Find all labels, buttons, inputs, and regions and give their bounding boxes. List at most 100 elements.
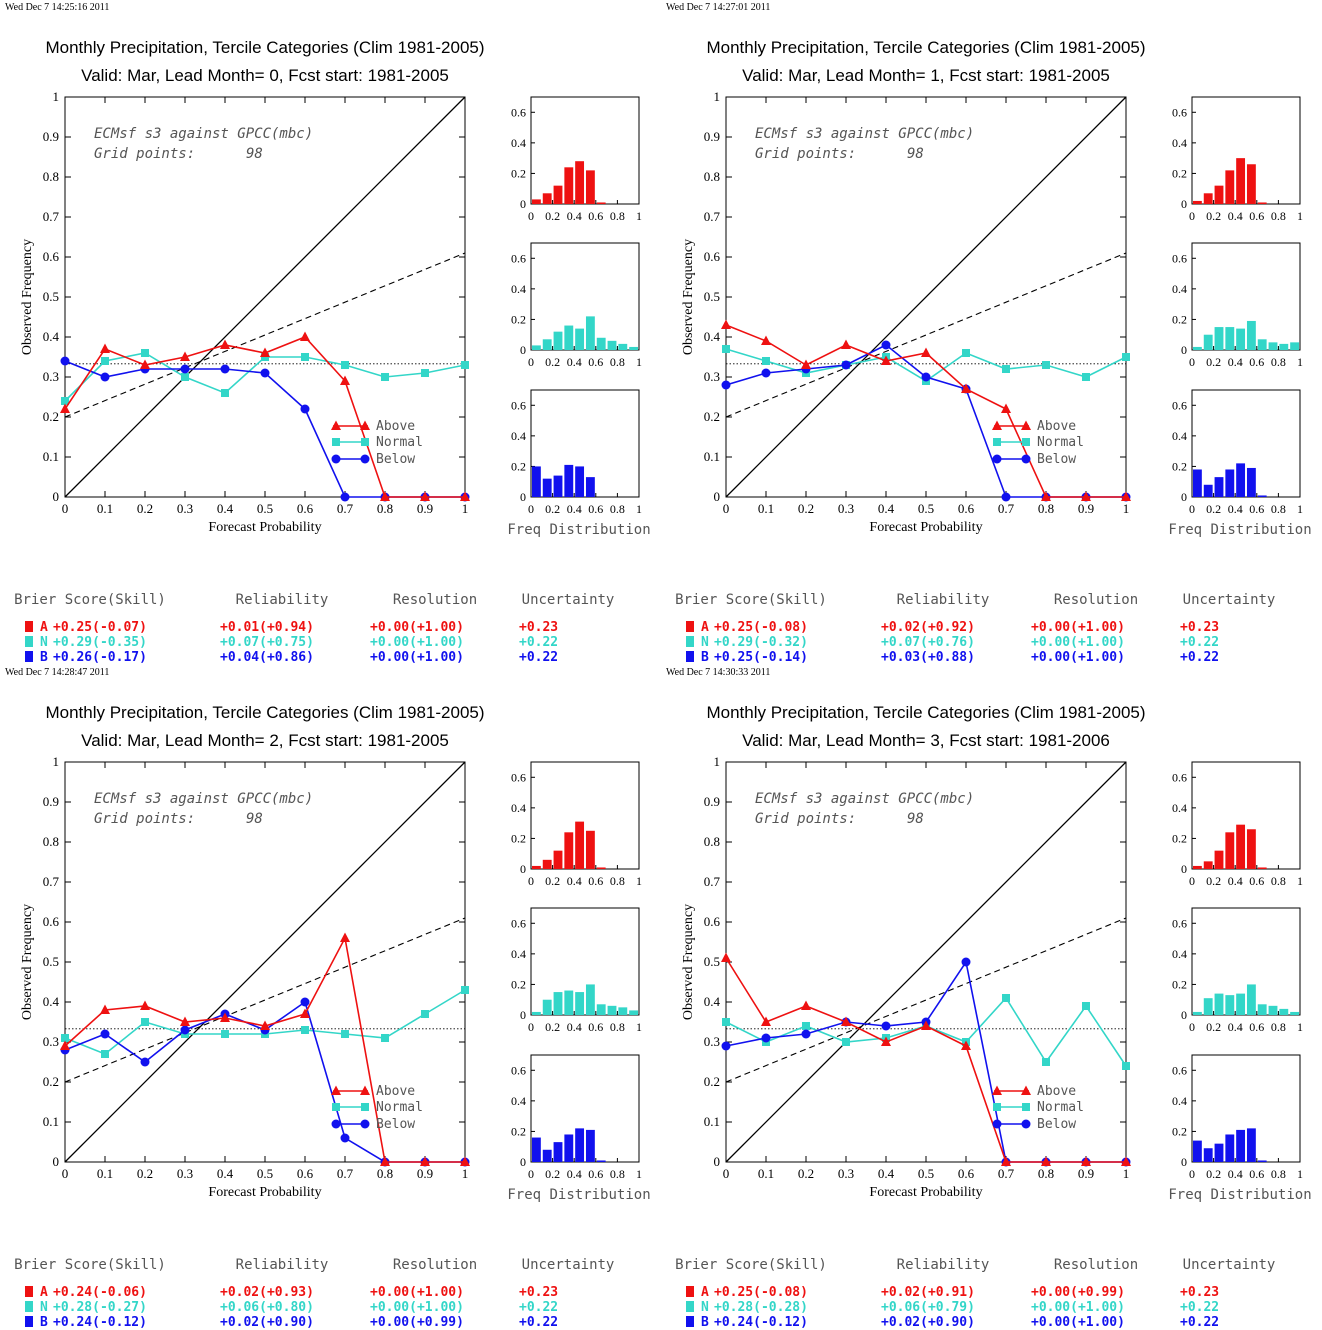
histogram-above: 0 0.2 0.4 0.6 0 0.2 0.4 0.6 0.8 1 bbox=[1172, 96, 1303, 223]
data-point-above bbox=[180, 351, 190, 361]
histogram-bar-normal bbox=[542, 339, 552, 350]
data-point-normal bbox=[181, 373, 189, 381]
histogram-below: 0 0.2 0.4 0.6 0 0.2 0.4 0.6 0.8 1 bbox=[511, 1054, 642, 1181]
score-value: +0.22 bbox=[1180, 650, 1219, 665]
hist-y-tick-label: 0.6 bbox=[1172, 251, 1187, 265]
score-value: +0.00(+1.00) bbox=[370, 635, 464, 650]
y-tick-label: 0 bbox=[714, 1154, 721, 1169]
hist-x-tick-label: 0.8 bbox=[610, 1020, 625, 1034]
y-tick-label: 0.8 bbox=[43, 834, 59, 849]
timestamp: Wed Dec 7 14:25:16 2011 bbox=[5, 2, 109, 13]
panel-4: Wed Dec 7 14:30:33 2011 Monthly Precipita… bbox=[666, 667, 1312, 1330]
hist-y-tick-label: 0.2 bbox=[1172, 459, 1187, 473]
data-point-above bbox=[260, 1020, 270, 1030]
hist-x-tick-label: 0 bbox=[528, 209, 534, 223]
histogram-bar-normal bbox=[1246, 320, 1256, 350]
x-tick-label: 0.5 bbox=[257, 1166, 273, 1181]
data-point-above bbox=[1121, 1156, 1131, 1166]
score-value: +0.22 bbox=[519, 635, 558, 650]
hist-y-tick-label: 0.2 bbox=[1172, 831, 1187, 845]
y-tick-label: 0.2 bbox=[704, 1074, 720, 1089]
hist-x-tick-label: 1 bbox=[1297, 209, 1303, 223]
legend-marker-above bbox=[360, 420, 370, 430]
x-tick-label: 0.8 bbox=[377, 501, 393, 516]
score-header: Brier Score(Skill) bbox=[14, 592, 166, 608]
data-point-above bbox=[921, 347, 931, 357]
data-point-above bbox=[961, 383, 971, 393]
data-point-normal bbox=[461, 361, 469, 369]
x-tick-label: 0.9 bbox=[417, 1166, 433, 1181]
hist-y-tick-label: 0 bbox=[520, 343, 526, 357]
y-tick-label: 0.6 bbox=[704, 249, 721, 264]
histogram-bar-above bbox=[1214, 850, 1224, 869]
dataset-annotation: ECMsf s3 against GPCC(mbc) bbox=[94, 126, 313, 142]
chart-subtitle: Valid: Mar, Lead Month= 3, Fcst start: 1… bbox=[742, 731, 1110, 750]
x-tick-label: 0.3 bbox=[177, 1166, 193, 1181]
y-tick-label: 0.1 bbox=[43, 449, 59, 464]
hist-x-tick-label: 1 bbox=[1297, 1020, 1303, 1034]
hist-y-tick-label: 0.4 bbox=[511, 801, 526, 815]
x-tick-label: 0.6 bbox=[297, 501, 314, 516]
data-point-normal bbox=[421, 369, 429, 377]
histogram-bar-below bbox=[585, 1129, 595, 1162]
histogram-bar-below bbox=[564, 464, 574, 497]
hist-x-tick-label: 0.6 bbox=[1249, 1167, 1264, 1181]
data-point-normal bbox=[341, 361, 349, 369]
no-skill-line bbox=[64, 252, 466, 418]
histogram-bar-normal bbox=[1203, 998, 1213, 1015]
x-tick-label: 0.1 bbox=[758, 501, 774, 516]
data-point-above bbox=[340, 932, 350, 942]
x-tick-label: 0 bbox=[723, 501, 730, 516]
hist-y-tick-label: 0.4 bbox=[1172, 947, 1187, 961]
data-point-normal bbox=[762, 357, 770, 365]
x-tick-label: 0.9 bbox=[417, 501, 433, 516]
hist-x-tick-label: 0.2 bbox=[1206, 874, 1221, 888]
y-tick-label: 0.2 bbox=[704, 409, 720, 424]
legend-marker-normal bbox=[993, 1103, 1001, 1111]
histogram-bar-below bbox=[1257, 1160, 1267, 1162]
y-tick-label: 0.2 bbox=[43, 1074, 59, 1089]
grid-points-label: Grid points: bbox=[94, 811, 195, 827]
histogram-bar-above bbox=[1192, 865, 1202, 869]
histogram-bar-below bbox=[1192, 469, 1202, 497]
histogram-bar-above bbox=[1257, 867, 1267, 869]
score-value: +0.01(+0.94) bbox=[220, 620, 314, 635]
series-below bbox=[721, 957, 1131, 1167]
score-header: Resolution bbox=[1054, 1257, 1138, 1273]
hist-y-tick-label: 0 bbox=[1181, 343, 1187, 357]
hist-y-tick-label: 0.2 bbox=[511, 831, 526, 845]
hist-y-tick-label: 0.4 bbox=[1172, 1094, 1187, 1108]
histogram-bar-normal bbox=[1225, 995, 1235, 1015]
hist-x-tick-label: 0.6 bbox=[588, 1167, 603, 1181]
score-value: +0.02(+0.93) bbox=[220, 1285, 314, 1300]
histogram-bar-normal bbox=[575, 328, 585, 350]
score-header: Reliability bbox=[236, 592, 329, 608]
histogram-bar-below bbox=[1203, 1148, 1213, 1162]
score-row-letter: N bbox=[701, 635, 709, 650]
hist-y-tick-label: 0.4 bbox=[511, 282, 526, 296]
histogram-frame bbox=[530, 761, 640, 870]
histogram-frame bbox=[1191, 1054, 1301, 1163]
score-value: +0.26(-0.17) bbox=[53, 650, 147, 665]
histogram-bar-above bbox=[542, 859, 552, 869]
data-point-above bbox=[761, 335, 771, 345]
perfect-reliability-line bbox=[725, 96, 1127, 498]
histogram-frame bbox=[530, 242, 640, 351]
data-point-above bbox=[1001, 1156, 1011, 1166]
x-tick-label: 0.3 bbox=[838, 501, 854, 516]
data-point-above bbox=[801, 1000, 811, 1010]
hist-x-tick-label: 0 bbox=[528, 1020, 534, 1034]
histogram-bar-below bbox=[1192, 1140, 1202, 1162]
score-header: Brier Score(Skill) bbox=[675, 592, 827, 608]
data-point-normal bbox=[842, 1038, 850, 1046]
data-point-above bbox=[140, 359, 150, 369]
histogram-above: 0 0.2 0.4 0.6 0 0.2 0.4 0.6 0.8 1 bbox=[511, 761, 642, 888]
legend-marker-below bbox=[1021, 454, 1031, 464]
data-point-above bbox=[1041, 491, 1051, 501]
legend-marker-normal bbox=[361, 1103, 369, 1111]
score-value: +0.22 bbox=[1180, 1315, 1219, 1330]
histogram-bar-normal bbox=[618, 343, 628, 350]
score-swatch-above bbox=[686, 1286, 694, 1297]
score-swatch-below bbox=[686, 1316, 694, 1327]
data-point-above bbox=[420, 1156, 430, 1166]
